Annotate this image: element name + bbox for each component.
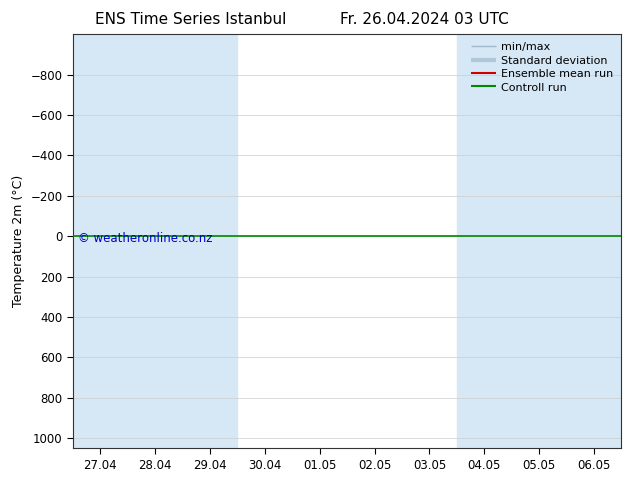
- Text: Fr. 26.04.2024 03 UTC: Fr. 26.04.2024 03 UTC: [340, 12, 509, 27]
- Bar: [128, 34, 183, 448]
- Text: © weatheronline.co.nz: © weatheronline.co.nz: [79, 231, 213, 245]
- Text: ENS Time Series Istanbul: ENS Time Series Istanbul: [94, 12, 286, 27]
- Legend: min/max, Standard deviation, Ensemble mean run, Controll run: min/max, Standard deviation, Ensemble me…: [469, 40, 616, 95]
- Bar: [567, 34, 621, 448]
- Bar: [73, 34, 128, 448]
- Bar: [456, 34, 512, 448]
- Y-axis label: Temperature 2m (°C): Temperature 2m (°C): [12, 175, 25, 307]
- Bar: [183, 34, 237, 448]
- Bar: [512, 34, 567, 448]
